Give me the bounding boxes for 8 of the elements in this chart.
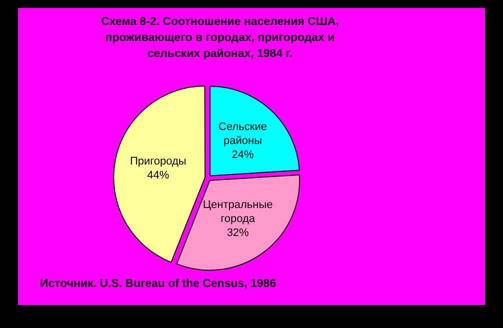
chart-title: Схема 8-2. Соотношение населения США, проживающего в городах, пригородах и сельских районах, 1984 г. bbox=[100, 15, 340, 62]
data-label: 24% bbox=[232, 149, 254, 162]
slice-label: Сельские районы bbox=[218, 121, 267, 148]
slice-label: Центральные города bbox=[202, 199, 273, 226]
data-label: 44% bbox=[147, 170, 170, 182]
data-label: 32% bbox=[226, 227, 250, 240]
slice-label: Пригороды bbox=[130, 156, 186, 168]
text: Источник. U.S. Bureau of the Census, 1986 bbox=[40, 278, 276, 290]
